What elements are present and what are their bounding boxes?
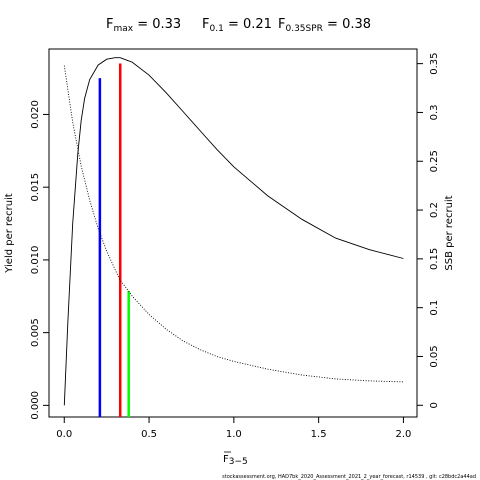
y-left-tick-label: 0.020 — [30, 100, 41, 129]
y-axis-right-title: SSB per recruit — [444, 195, 455, 270]
x-axis-title-text: F3−5 — [223, 454, 248, 467]
y-axis-left: 0.000 0.005 0.010 0.015 0.020 — [30, 100, 49, 420]
series-group — [63, 57, 404, 406]
chart-title: Fmax = 0.33 F0.1 = 0.21 F0.35SPR = 0.38 — [106, 17, 371, 34]
y-left-tick-label: 0.010 — [30, 246, 41, 275]
reference-lines — [98, 63, 130, 417]
x-tick-label: 2.0 — [395, 429, 411, 440]
x-tick-label: 1.0 — [226, 429, 242, 440]
title-fspr: F0.35SPR = 0.38 — [278, 17, 371, 34]
y-left-tick-label: 0.005 — [30, 318, 41, 347]
plot-frame — [48, 48, 418, 418]
y-axis-left-title: Yield per recruit — [4, 193, 15, 274]
x-axis-title: F3−5 — [223, 451, 248, 467]
y-right-tick-label: 0.05 — [429, 345, 440, 367]
y-right-tick-label: 0.25 — [429, 150, 440, 172]
y-left-tick-label: 0.000 — [30, 391, 41, 420]
series-line-ssb-per-recruit — [63, 65, 404, 383]
y-right-tick-label: 0.1 — [429, 300, 440, 316]
y-right-tick-label: 0.35 — [429, 53, 440, 75]
y-left-tick-label: 0.015 — [30, 173, 41, 202]
x-tick-label: 0.5 — [141, 429, 157, 440]
x-tick-label: 1.5 — [311, 429, 327, 440]
y-right-tick-label: 0.15 — [429, 248, 440, 270]
y-right-tick-label: 0.3 — [429, 104, 440, 120]
title-fmax: Fmax = 0.33 — [106, 17, 181, 34]
footer-text: stockassessment.org, HAD7bk_2020_Assessm… — [222, 474, 476, 480]
y-axis-right: 0 0.05 0.1 0.15 0.2 0.25 0.3 0.35 — [417, 53, 440, 408]
y-right-tick-label: 0.2 — [429, 202, 440, 218]
x-tick-label: 0.0 — [56, 429, 72, 440]
x-axis: 0.0 0.5 1.0 1.5 2.0 — [56, 417, 411, 440]
y-right-tick-label: 0 — [429, 402, 440, 408]
series-line-yield-per-recruit — [63, 57, 404, 406]
title-f01: F0.1 = 0.21 — [202, 17, 272, 34]
